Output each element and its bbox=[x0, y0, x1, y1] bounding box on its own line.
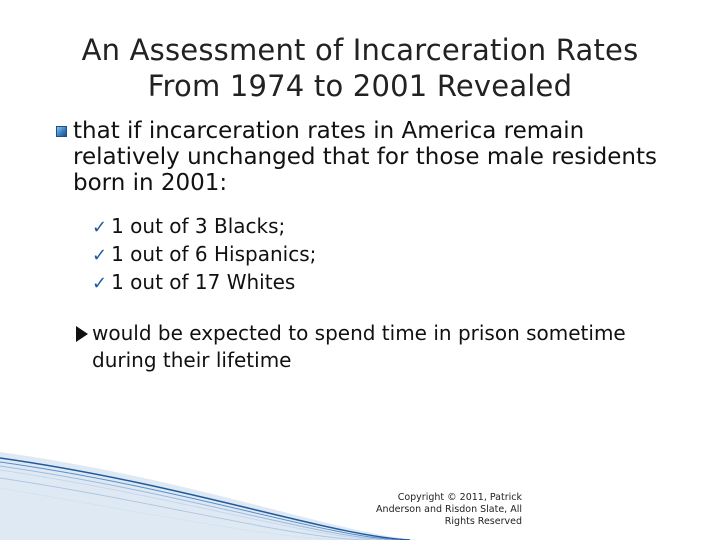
list-item: ✓ 1 out of 17 Whites bbox=[92, 269, 652, 297]
checkmark-icon: ✓ bbox=[92, 273, 108, 294]
main-bullet: that if incarceration rates in America r… bbox=[56, 118, 676, 196]
list-item: ✓ 1 out of 3 Blacks; bbox=[92, 213, 652, 241]
copyright-notice: Copyright © 2011, Patrick Anderson and R… bbox=[376, 492, 522, 527]
checkmark-icon: ✓ bbox=[92, 245, 108, 266]
list-item-text: 1 out of 6 Hispanics; bbox=[111, 242, 317, 266]
arrow-bullet: would be expected to spend time in priso… bbox=[76, 320, 656, 374]
wave-decoration bbox=[0, 452, 420, 540]
slide-title: An Assessment of Incarceration Rates Fro… bbox=[40, 32, 680, 104]
checkmark-icon: ✓ bbox=[92, 217, 108, 238]
checkmark-list: ✓ 1 out of 3 Blacks; ✓ 1 out of 6 Hispanic… bbox=[92, 213, 652, 297]
main-bullet-text: that if incarceration rates in America r… bbox=[73, 118, 657, 196]
title-line-2: From 1974 to 2001 Revealed bbox=[147, 69, 573, 103]
arrow-bullet-text: would be expected to spend time in priso… bbox=[92, 321, 626, 372]
list-item-text: 1 out of 17 Whites bbox=[111, 270, 296, 294]
square-bullet-icon bbox=[56, 126, 67, 137]
arrow-bullet-icon bbox=[76, 326, 88, 342]
list-item-text: 1 out of 3 Blacks; bbox=[111, 214, 286, 238]
list-item: ✓ 1 out of 6 Hispanics; bbox=[92, 241, 652, 269]
title-line-1: An Assessment of Incarceration Rates bbox=[81, 33, 639, 67]
